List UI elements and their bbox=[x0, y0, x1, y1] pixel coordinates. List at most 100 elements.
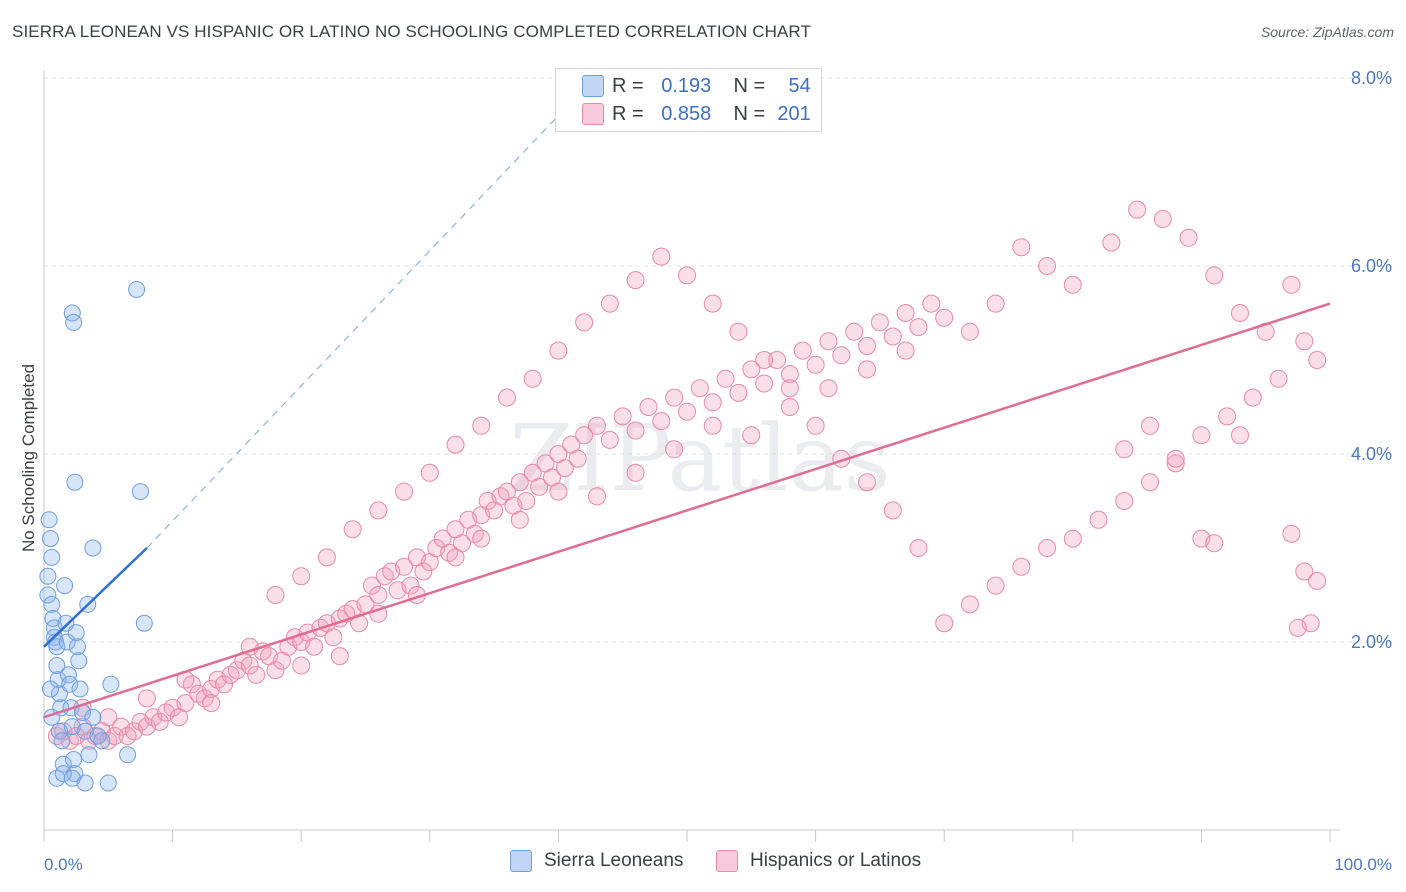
hispanic-point bbox=[1179, 228, 1198, 247]
legend-swatch-pink bbox=[582, 103, 604, 125]
hispanic-point bbox=[1269, 369, 1288, 388]
hispanic-point bbox=[1012, 557, 1031, 576]
hispanic-point bbox=[626, 463, 645, 482]
hispanic-point bbox=[137, 689, 156, 708]
hispanic-point bbox=[1205, 266, 1224, 285]
sierra-leonean-point bbox=[119, 746, 137, 764]
hispanic-point bbox=[935, 614, 954, 633]
y-tick-labels: 2.0% 4.0% 6.0% 8.0% bbox=[1351, 68, 1392, 652]
legend-label: Hispanics or Latinos bbox=[750, 850, 922, 871]
hispanic-point bbox=[1308, 351, 1327, 369]
hispanic-point bbox=[1038, 257, 1057, 275]
hispanic-point bbox=[575, 313, 594, 332]
hispanic-point bbox=[845, 322, 864, 341]
legend-r-value: 0.858 bbox=[661, 102, 712, 125]
hispanic-point bbox=[362, 576, 381, 595]
hispanic-point bbox=[626, 421, 645, 440]
hispanic-point bbox=[1205, 534, 1224, 553]
hispanic-point bbox=[324, 628, 343, 647]
sierra-leonean-point bbox=[76, 722, 94, 740]
hispanic-point bbox=[600, 294, 619, 313]
hispanic-point bbox=[465, 524, 484, 543]
hispanic-point bbox=[375, 567, 394, 586]
hispanic-point bbox=[510, 473, 529, 492]
hispanic-point bbox=[742, 426, 761, 445]
hispanic-point bbox=[292, 656, 311, 675]
x-tick-label: 0.0% bbox=[44, 855, 83, 874]
sierra-leonean-point bbox=[48, 638, 66, 656]
hispanic-point bbox=[935, 308, 954, 327]
hispanic-point bbox=[819, 332, 838, 351]
hispanic-point bbox=[266, 586, 285, 604]
hispanic-point bbox=[1153, 210, 1172, 228]
legend-row-sierra-leoneans: R = 0.193 N = 54 bbox=[582, 74, 811, 98]
legend-n-label: N = bbox=[733, 102, 766, 125]
sierra-leonean-point bbox=[54, 755, 72, 773]
hispanic-point bbox=[1012, 238, 1031, 257]
hispanic-point bbox=[182, 675, 201, 694]
hispanic-point bbox=[330, 647, 349, 666]
hispanic-point bbox=[549, 341, 568, 360]
hispanic-point bbox=[176, 694, 195, 713]
hispanic-point bbox=[292, 567, 311, 586]
hispanic-point bbox=[1230, 304, 1249, 322]
hispanic-point bbox=[247, 665, 266, 684]
hispanic-point bbox=[870, 313, 889, 332]
hispanic-point bbox=[1230, 426, 1249, 445]
hispanic-point bbox=[369, 501, 388, 520]
hispanic-point bbox=[575, 426, 594, 445]
hispanic-point bbox=[305, 637, 324, 656]
sierra-leonean-point bbox=[56, 577, 74, 595]
hispanic-point bbox=[960, 322, 979, 341]
hispanic-point bbox=[626, 271, 645, 290]
sierra-leonean-point bbox=[50, 722, 68, 740]
stats-legend: R = 0.193 N = 54 R = 0.858 N = 201 bbox=[555, 68, 822, 132]
hispanic-point bbox=[530, 477, 549, 496]
hispanic-point bbox=[729, 383, 748, 402]
hispanic-point bbox=[986, 294, 1005, 313]
sierra-leonean-point bbox=[65, 313, 83, 331]
hispanic-point bbox=[195, 689, 214, 708]
hispanic-point bbox=[1063, 529, 1082, 548]
hispanic-point bbox=[491, 487, 510, 506]
hispanic-point bbox=[240, 656, 259, 675]
hispanic-point bbox=[806, 355, 825, 374]
hispanic-point bbox=[510, 510, 529, 529]
legend-row-hispanics: R = 0.858 N = 201 bbox=[582, 102, 811, 126]
hispanic-point bbox=[317, 548, 336, 567]
sierra-leonean-point bbox=[84, 708, 102, 726]
sierra-leonean-point bbox=[68, 638, 86, 656]
legend-r-value: 0.193 bbox=[661, 74, 712, 97]
hispanic-point bbox=[729, 322, 748, 341]
hispanic-point bbox=[1166, 454, 1185, 473]
hispanic-trend-line bbox=[43, 302, 1331, 719]
source-credit: Source: ZipAtlas.com bbox=[1260, 24, 1394, 40]
hispanic-point bbox=[1115, 492, 1134, 510]
hispanic-point bbox=[215, 675, 234, 694]
hispanic-point bbox=[440, 543, 459, 562]
sierra-leonean-point bbox=[58, 633, 76, 651]
sierra-leonean-point bbox=[99, 774, 117, 792]
sierra-leonean-point bbox=[63, 769, 81, 787]
sierra-leonean-point bbox=[80, 746, 98, 764]
legend-n-label: N = bbox=[733, 74, 766, 97]
hispanic-point bbox=[1243, 388, 1262, 407]
sierra-leonean-point bbox=[102, 675, 120, 693]
hispanic-point bbox=[414, 562, 433, 581]
hispanic-point bbox=[1063, 275, 1082, 294]
sierra-leonean-point bbox=[63, 718, 81, 736]
hispanic-point bbox=[1282, 524, 1301, 543]
sierra-leonean-point bbox=[54, 765, 72, 783]
hispanic-point bbox=[716, 369, 735, 388]
hispanic-point bbox=[1295, 562, 1314, 581]
hispanic-point bbox=[909, 318, 928, 337]
hispanic-point bbox=[1192, 426, 1211, 445]
hispanic-point bbox=[1115, 440, 1134, 459]
sierra-leonean-point bbox=[84, 539, 102, 557]
x-tick-marks bbox=[43, 830, 1331, 842]
hispanic-point bbox=[1089, 510, 1108, 529]
hispanic-point bbox=[652, 412, 671, 431]
legend-swatch-pink bbox=[716, 850, 738, 872]
sierra-leonean-point bbox=[43, 548, 61, 566]
hispanic-point bbox=[555, 459, 574, 478]
